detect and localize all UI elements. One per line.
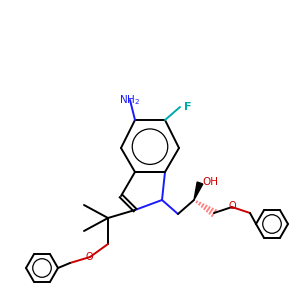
Text: O: O (85, 252, 93, 262)
Text: NH$_2$: NH$_2$ (119, 93, 141, 107)
Text: O: O (228, 201, 236, 211)
Text: F: F (184, 102, 191, 112)
Text: OH: OH (202, 177, 218, 187)
Polygon shape (194, 182, 203, 200)
